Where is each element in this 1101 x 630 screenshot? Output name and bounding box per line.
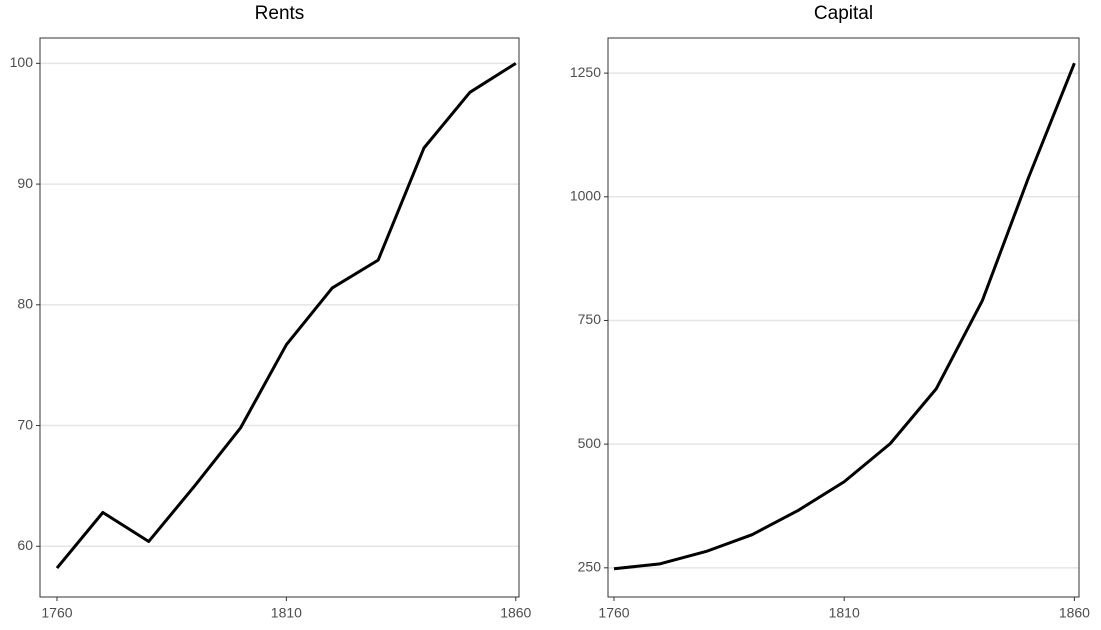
plot-frame — [607, 37, 1080, 598]
x-tick-label: 1860 — [1059, 605, 1090, 621]
x-tick-label: 1860 — [500, 605, 531, 621]
y-tick-label: 90 — [17, 175, 33, 191]
y-tick-label: 500 — [578, 435, 602, 451]
line — [613, 62, 1076, 571]
x-tick-label: 1760 — [41, 605, 72, 621]
x-tick-label: 1760 — [598, 605, 629, 621]
x-tick-label: 1810 — [271, 605, 302, 621]
line — [55, 62, 517, 569]
y-tick-label: 80 — [17, 296, 33, 312]
chart-title: Capital — [814, 3, 873, 24]
y-tick-label: 70 — [17, 416, 33, 432]
y-tick-label: 100 — [10, 54, 34, 70]
y-tick-label: 1000 — [570, 187, 601, 203]
y-tick-label: 250 — [578, 559, 602, 575]
x-tick-label: 1810 — [829, 605, 860, 621]
y-tick-label: 750 — [578, 311, 602, 327]
y-tick-label: 1250 — [570, 64, 601, 80]
plot-frame — [39, 37, 520, 598]
chart-title: Rents — [255, 3, 305, 24]
y-tick-label: 60 — [17, 537, 33, 553]
